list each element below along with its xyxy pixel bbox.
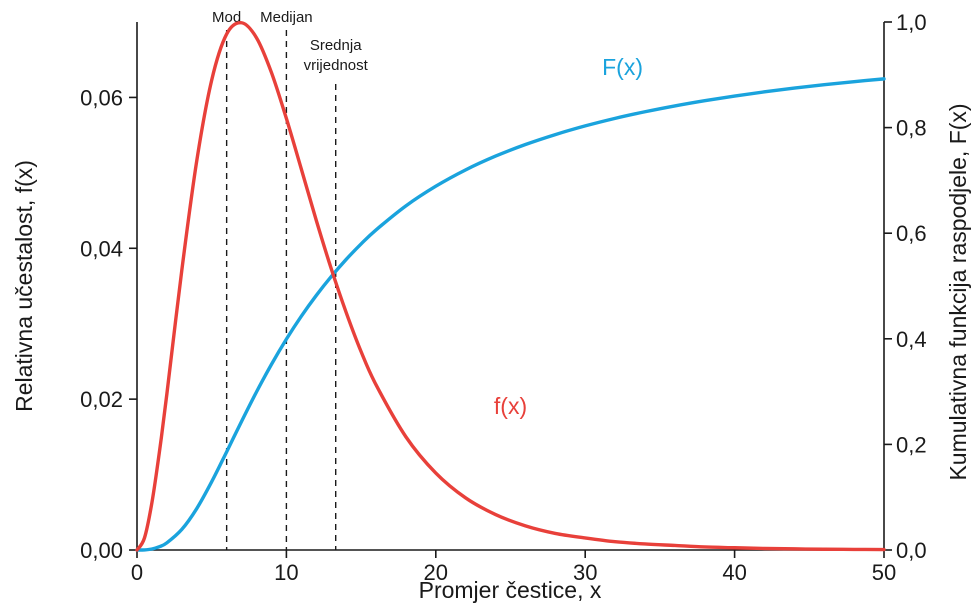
reference-lines: Mod Medijan Srednja vrijednost [212,9,369,550]
series-line-F [135,77,886,552]
x-tick-label: 20 [424,560,448,585]
series-label-F: F(x) [602,54,643,80]
x-tick-label: 10 [274,560,298,585]
y-tick-label: 0,04 [80,236,123,261]
x-tick-label: 30 [573,560,597,585]
x-axis-title: Promjer čestice, x [419,577,602,603]
x-axis-ticks: 0 10 20 30 40 50 [131,550,896,585]
reference-line-label: Medijan [260,9,313,26]
y2-tick-label: 0,4 [896,327,927,352]
y-tick-label: 0,00 [80,538,123,563]
reference-line-label: Mod [212,9,241,26]
y-tick-label: 0,02 [80,387,123,412]
x-tick-label: 40 [722,560,746,585]
y2-tick-label: 0,8 [896,116,927,141]
reference-line-label: vrijednost [304,57,369,74]
x-tick-label: 0 [131,560,143,585]
series-label-f: f(x) [494,393,527,419]
y-axis-right-title: Kumulativna funkcija raspodjele, F(x) [945,103,971,480]
y2-tick-label: 0,0 [896,538,927,563]
series-line-f [135,20,886,552]
y-axis-left-ticks: 0,00 0,02 0,04 0,06 [80,85,137,563]
y-tick-label: 0,06 [80,85,123,110]
y2-tick-label: 0,2 [896,432,927,457]
reference-line-label: Srednja [310,37,362,54]
y2-tick-label: 0,6 [896,221,927,246]
y-axis-left-title: Relativna učestalost, f(x) [11,160,37,412]
x-tick-label: 50 [872,560,896,585]
plot-area: 0 10 20 30 40 50 0,000,020,040,06 0,00,20,40,… [80,9,926,585]
y2-tick-label: 1,0 [896,10,927,35]
y-axis-right-ticks: 0,0 0,2 0,4 0,6 0,8 1,0 [884,10,927,563]
